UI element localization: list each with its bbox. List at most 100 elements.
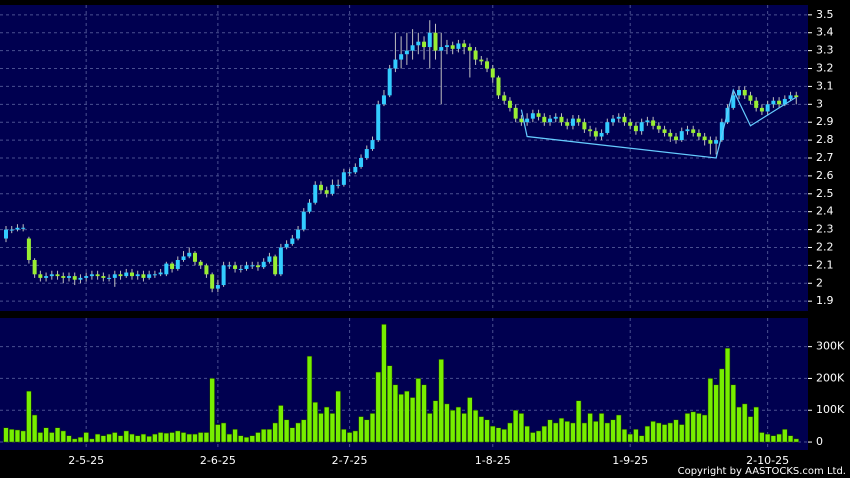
volume-bar xyxy=(20,430,26,443)
candle-body xyxy=(135,274,140,277)
volume-bar xyxy=(661,424,668,443)
y-tick-label: 2.5 xyxy=(816,187,834,200)
volume-bar xyxy=(679,424,685,443)
volume-bar xyxy=(266,429,273,443)
volume-bar xyxy=(587,413,593,443)
y-tick-label: 3.5 xyxy=(816,8,834,21)
x-tick-label: 2-7-25 xyxy=(332,454,368,467)
candle-body xyxy=(250,265,255,267)
candle-body xyxy=(628,122,633,126)
candle-body xyxy=(456,43,461,49)
volume-bar xyxy=(644,425,651,443)
candle-body xyxy=(101,276,106,278)
volume-bar xyxy=(639,435,645,443)
volume-bar xyxy=(381,324,387,443)
candle-body xyxy=(674,136,679,141)
candle-body xyxy=(565,122,570,126)
volume-bar xyxy=(444,403,450,443)
candle-body xyxy=(152,274,157,276)
candle-body xyxy=(530,113,535,119)
volume-bar xyxy=(89,438,95,443)
x-tick-label: 1-8-25 xyxy=(475,454,511,467)
volume-bar xyxy=(570,422,576,443)
candle-body xyxy=(616,116,621,119)
candle-body xyxy=(107,277,112,279)
volume-bar xyxy=(518,413,525,443)
volume-bar xyxy=(467,397,473,443)
volume-bar xyxy=(358,416,364,443)
candle-body xyxy=(639,122,644,132)
volume-bar xyxy=(306,355,313,443)
volume-bar xyxy=(707,378,714,443)
candle-body xyxy=(691,129,696,133)
y-tick-label: 3.4 xyxy=(816,26,834,39)
candle-body xyxy=(662,129,667,133)
volume-bar xyxy=(541,425,547,443)
candle-body xyxy=(32,260,37,275)
candle-body xyxy=(765,104,770,112)
candle-body xyxy=(570,118,575,126)
y-tick-label: 2.6 xyxy=(816,169,834,182)
volume-bar xyxy=(106,433,112,443)
candle-body xyxy=(307,202,312,212)
y-tick-label: 2.8 xyxy=(816,133,834,146)
volume-bar xyxy=(152,433,158,443)
volume-bar xyxy=(278,405,284,443)
candle-body xyxy=(479,59,484,62)
volume-bar xyxy=(484,419,490,443)
volume-bar xyxy=(610,419,616,443)
volume-bar xyxy=(719,368,725,443)
candle-body xyxy=(513,107,518,119)
volume-bar xyxy=(656,422,662,443)
volume-bar xyxy=(747,416,754,443)
candle-body xyxy=(507,100,512,108)
volume-bar xyxy=(215,424,221,443)
volume-bar xyxy=(140,433,147,443)
candle-body xyxy=(731,95,736,108)
candle-body xyxy=(44,276,49,278)
volume-bar xyxy=(593,421,599,443)
candle-body xyxy=(754,100,759,108)
volume-bar xyxy=(472,409,479,443)
candle-body xyxy=(525,118,530,123)
y-tick-label: 300K xyxy=(816,340,845,353)
volume-bar xyxy=(650,421,656,443)
volume-bar xyxy=(770,435,777,443)
candle-body xyxy=(4,229,8,239)
volume-bar xyxy=(341,429,347,443)
candle-body xyxy=(542,116,547,123)
volume-bar xyxy=(123,430,129,443)
candle-body xyxy=(72,276,77,280)
volume-bar xyxy=(616,414,622,443)
candle-body xyxy=(158,272,163,275)
candle-body xyxy=(204,265,209,275)
candle-body xyxy=(324,190,329,194)
trendline xyxy=(520,88,797,159)
y-tick-label: 2.7 xyxy=(816,151,834,164)
volume-bar xyxy=(782,429,788,443)
candle-body xyxy=(422,41,427,48)
candle-body xyxy=(737,90,742,96)
volume-bar xyxy=(226,433,232,443)
candle-body xyxy=(336,184,341,186)
copyright: Copyright by AASTOCKS.com Ltd. xyxy=(678,466,846,477)
candle-body xyxy=(84,276,89,278)
candle-body xyxy=(685,129,690,132)
volume-bar xyxy=(736,406,742,443)
candle-body xyxy=(238,268,243,270)
volume-bar xyxy=(524,425,530,443)
volume-bar xyxy=(112,432,118,443)
volume-bar xyxy=(409,397,416,443)
candle-body xyxy=(599,132,604,137)
candle-body xyxy=(548,118,553,123)
candle-body xyxy=(38,274,43,278)
candle-body xyxy=(244,265,249,269)
volume-bar xyxy=(329,413,336,443)
candle-body xyxy=(559,116,564,123)
candle-body xyxy=(78,277,83,280)
candle-body xyxy=(467,47,472,51)
candle-body xyxy=(593,131,598,137)
candle-body xyxy=(192,252,197,262)
volume-bar xyxy=(501,429,507,443)
volume-bar xyxy=(724,347,731,443)
